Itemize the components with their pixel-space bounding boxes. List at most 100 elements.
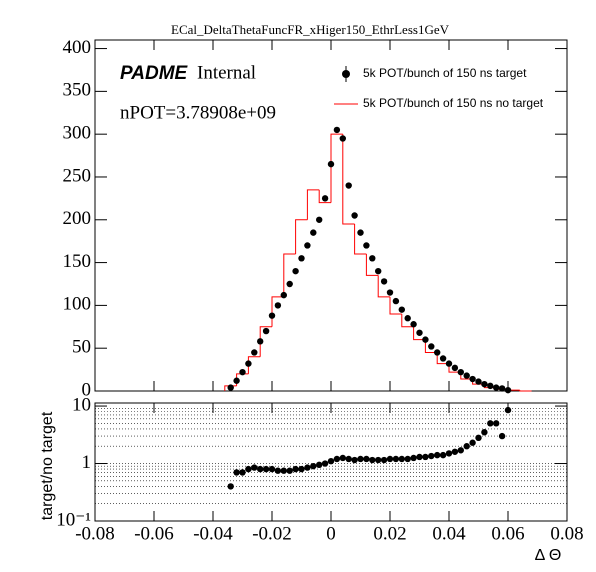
data-point xyxy=(292,267,299,275)
data-point xyxy=(351,456,358,464)
npot-label: nPOT=3.78908e+09 xyxy=(120,102,276,123)
data-point xyxy=(422,336,429,343)
data-point xyxy=(434,349,441,356)
y-tick-label: 100 xyxy=(63,294,92,315)
data-point xyxy=(404,455,411,463)
data-point xyxy=(327,160,335,168)
data-point xyxy=(463,372,470,379)
data-point xyxy=(257,338,264,345)
data-point xyxy=(445,450,453,457)
y-tick-label: 200 xyxy=(63,208,92,229)
x-tick-label: -0.06 xyxy=(134,523,174,544)
data-point xyxy=(504,386,512,394)
data-point xyxy=(380,278,388,285)
y-tick-label: 400 xyxy=(63,37,92,58)
data-point xyxy=(262,327,270,335)
histogram-step xyxy=(389,296,402,315)
y-tick-label: 350 xyxy=(63,80,92,101)
data-point xyxy=(481,429,488,436)
data-point xyxy=(345,455,352,463)
data-point xyxy=(245,360,252,367)
histogram-step xyxy=(295,219,308,255)
data-point xyxy=(262,465,270,473)
x-tick-label: 0.08 xyxy=(550,523,583,544)
data-point xyxy=(227,483,234,490)
y-axis-label: target/no target xyxy=(39,411,56,520)
data-point xyxy=(457,368,464,376)
data-point xyxy=(351,212,358,219)
data-point xyxy=(316,216,323,223)
histogram-step xyxy=(259,326,272,357)
x-tick-label: 0.02 xyxy=(373,523,406,544)
histogram-step xyxy=(354,224,367,255)
data-point xyxy=(280,291,287,299)
data-point xyxy=(451,364,459,372)
data-point xyxy=(245,465,252,473)
data-point xyxy=(292,465,299,473)
data-point xyxy=(274,302,282,309)
histogram-step xyxy=(247,356,261,374)
y-tick-label: 10⁻¹ xyxy=(56,509,91,530)
data-point xyxy=(451,448,459,455)
legend-label: 5k POT/bunch of 150 ns no target xyxy=(363,96,544,110)
data-point xyxy=(274,467,282,474)
histogram-step xyxy=(519,390,532,392)
data-point xyxy=(428,452,435,460)
data-point xyxy=(363,242,370,249)
legend-marker xyxy=(342,70,350,78)
data-point xyxy=(239,368,246,376)
data-point xyxy=(251,349,258,356)
data-point xyxy=(475,434,482,442)
data-point xyxy=(321,195,329,202)
data-point xyxy=(445,360,453,367)
data-point xyxy=(321,460,329,467)
y-tick-label: 0 xyxy=(82,379,92,400)
data-point xyxy=(239,469,246,476)
histogram-step xyxy=(283,253,296,297)
histogram-step xyxy=(401,313,414,328)
data-point xyxy=(439,355,447,362)
y-tick-label: 150 xyxy=(63,251,92,272)
data-point xyxy=(268,465,276,473)
data-point xyxy=(369,255,376,262)
data-point xyxy=(227,384,234,391)
data-point xyxy=(251,464,258,471)
data-point xyxy=(457,447,464,454)
data-point xyxy=(469,439,476,446)
data-point xyxy=(310,462,317,470)
data-point xyxy=(304,242,311,249)
data-point xyxy=(493,420,500,427)
x-tick-label: 0.04 xyxy=(432,523,466,544)
data-point xyxy=(469,375,476,383)
x-axis-label: Δ Θ xyxy=(535,547,562,564)
x-tick-label: -0.02 xyxy=(252,523,292,544)
x-tick-label: -0.08 xyxy=(75,523,115,544)
data-point xyxy=(280,467,287,474)
experiment-label: PADME xyxy=(120,63,189,84)
x-tick-label: 0 xyxy=(326,523,336,544)
data-point xyxy=(410,321,417,328)
histogram-step xyxy=(377,275,390,298)
data-point xyxy=(345,182,352,189)
data-point xyxy=(257,465,264,473)
status-label: Internal xyxy=(197,62,256,83)
data-point xyxy=(369,456,376,464)
y-tick-label: 1 xyxy=(82,452,92,473)
data-point xyxy=(333,455,341,463)
data-point xyxy=(375,456,382,464)
data-point xyxy=(268,312,276,319)
data-point xyxy=(498,385,506,392)
histogram-step xyxy=(330,133,343,203)
data-point xyxy=(357,229,364,236)
histogram-step xyxy=(436,352,449,365)
x-tick-label: -0.04 xyxy=(193,523,233,544)
data-point xyxy=(481,380,488,388)
data-point xyxy=(286,280,293,288)
data-point xyxy=(310,229,317,236)
data-point xyxy=(416,329,423,336)
x-tick-label: 0.06 xyxy=(491,523,524,544)
data-point xyxy=(286,467,293,474)
data-point xyxy=(327,457,335,465)
